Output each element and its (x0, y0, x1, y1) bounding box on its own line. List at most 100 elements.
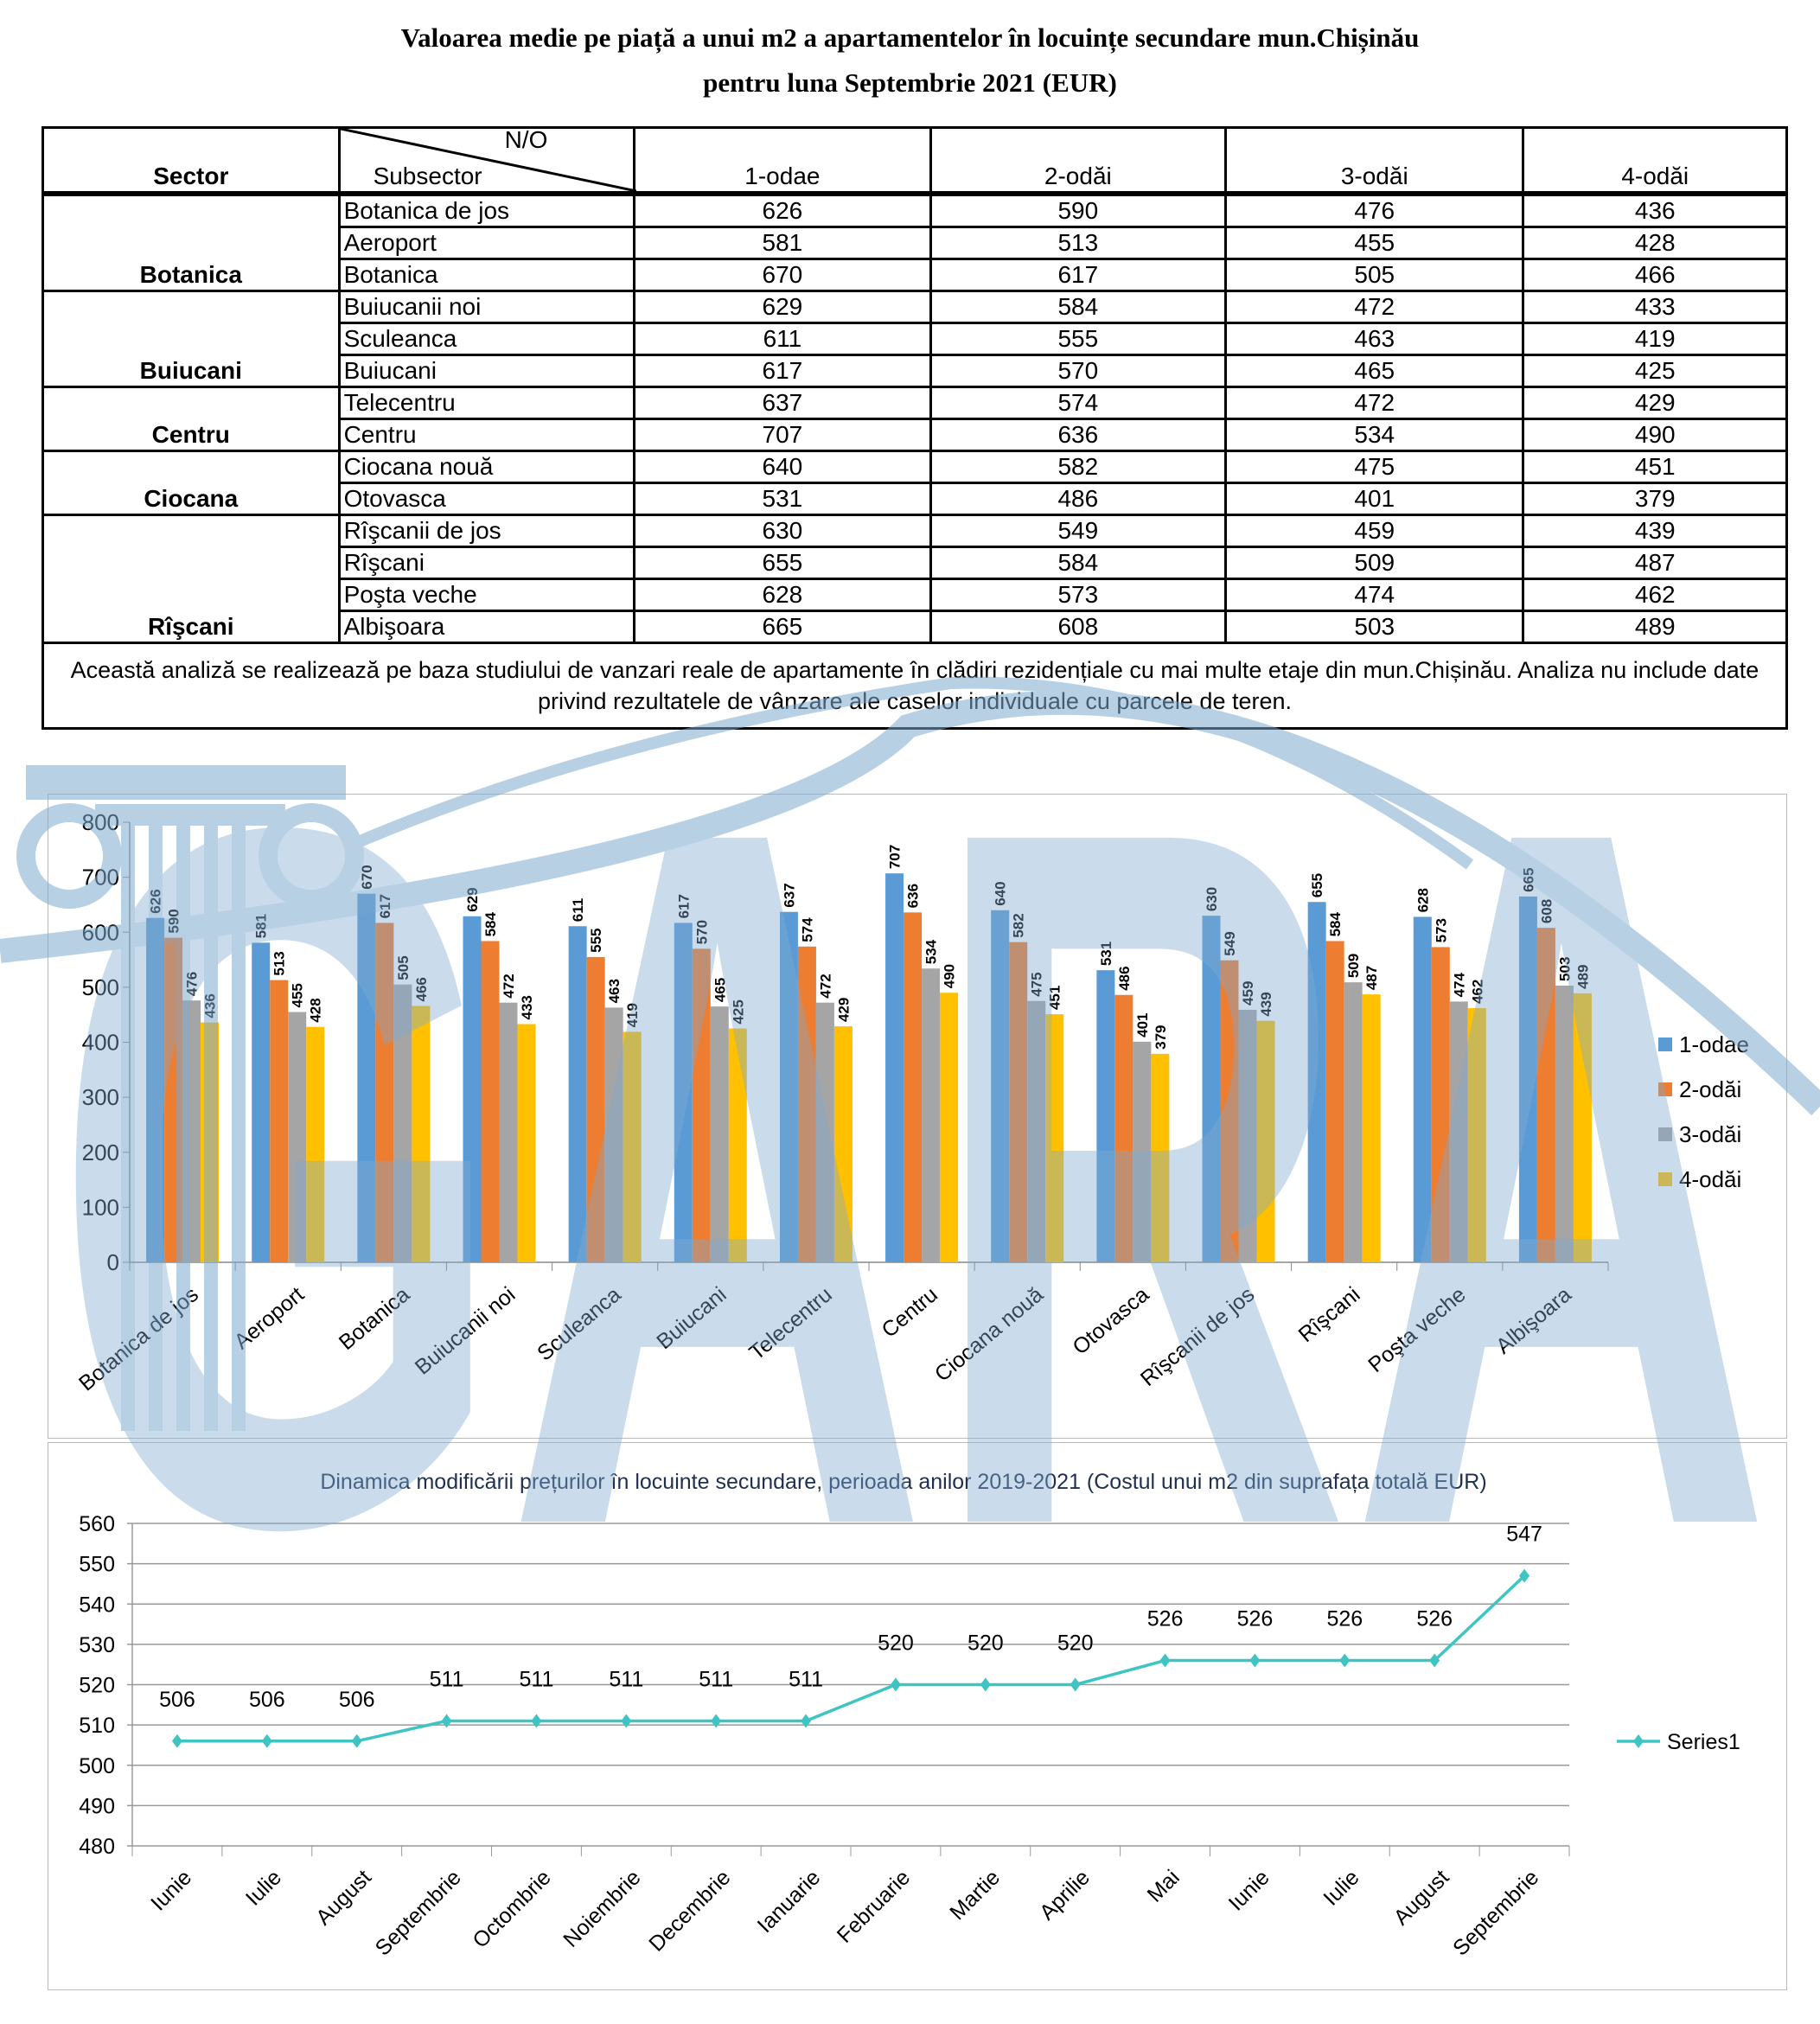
bar (797, 946, 816, 1262)
subsector-cell: Ciocana nouă (337, 450, 636, 484)
x-category-label: Sculeanca (533, 1282, 626, 1366)
bar-data-label: 472 (501, 974, 517, 998)
bar-data-label: 611 (570, 898, 586, 922)
value-cell: 581 (633, 226, 932, 260)
bar (1555, 985, 1574, 1262)
point-data-label: 547 (1506, 1523, 1542, 1547)
bar-data-label: 637 (781, 883, 797, 907)
bar-data-label: 513 (271, 951, 288, 975)
point-data-label: 526 (1237, 1607, 1274, 1631)
x-category-label: Septembrie (371, 1865, 466, 1960)
x-category-label: Martie (945, 1865, 1005, 1925)
x-category-label: August (311, 1865, 376, 1930)
y-tick-label: 700 (82, 865, 119, 891)
value-cell: 436 (1522, 192, 1788, 228)
bar-data-label: 419 (624, 1003, 641, 1027)
value-cell: 665 (633, 610, 932, 644)
y-tick-label: 0 (107, 1249, 119, 1275)
bar-data-label: 490 (942, 964, 958, 988)
value-cell: 655 (633, 546, 932, 580)
bar-data-label: 505 (395, 955, 412, 980)
legend-label: 3-odăi (1679, 1121, 1741, 1147)
value-cell: 425 (1522, 354, 1788, 388)
table-row: Buiucani Buiucanii noi 629 584 472 433 (42, 290, 1788, 388)
bar-data-label: 429 (835, 998, 852, 1022)
value-cell: 472 (1224, 386, 1525, 420)
bar (1133, 1041, 1152, 1262)
bar (710, 1006, 729, 1262)
data-point-marker (1070, 1677, 1081, 1692)
data-point-marker (1519, 1568, 1530, 1583)
bar-data-label: 617 (675, 894, 692, 918)
bar-data-label: 628 (1414, 888, 1431, 912)
value-cell: 531 (633, 482, 932, 516)
x-category-label: August (1389, 1865, 1454, 1930)
legend-swatch (1658, 1172, 1672, 1186)
bar (288, 1012, 307, 1262)
value-cell: 451 (1522, 450, 1788, 484)
table-row: Rîşcani Rîşcanii de jos 630 549 459 439 (42, 514, 1788, 644)
subsector-cell: Buiucani (337, 354, 636, 388)
point-data-label: 520 (967, 1631, 1004, 1656)
value-cell: 486 (929, 482, 1228, 516)
bar (1114, 994, 1134, 1262)
line-chart: Dinamica modificării prețurilor în locui… (79, 1470, 1740, 1961)
header-sector-label: Sector (153, 163, 229, 189)
page-subtitle: pentru luna Septembrie 2021 (EUR) (703, 67, 1117, 98)
legend-marker (1633, 1734, 1644, 1748)
subsector-cell: Botanica (337, 258, 636, 292)
bar (182, 1000, 201, 1262)
bar (1344, 982, 1363, 1262)
bar (815, 1002, 834, 1262)
value-cell: 490 (1522, 418, 1788, 452)
bar (1362, 994, 1381, 1262)
value-cell: 608 (929, 610, 1228, 644)
sector-cell: Botanica (42, 192, 341, 292)
point-data-label: 526 (1326, 1607, 1363, 1631)
bar (375, 923, 394, 1262)
page-title: Valoarea medie pe piață a unui m2 a apar… (400, 22, 1420, 53)
bar (1256, 1020, 1275, 1262)
bar-data-label: 573 (1433, 918, 1449, 942)
value-cell: 637 (633, 386, 932, 420)
subsector-cell: Otovasca (337, 482, 636, 516)
subsector-cell: Buiucanii noi (337, 290, 636, 324)
bar (885, 873, 904, 1262)
bar-data-label: 574 (799, 917, 815, 942)
bar (1045, 1014, 1064, 1262)
y-tick-label: 100 (82, 1194, 119, 1220)
bar (252, 942, 271, 1262)
table-row: Centru 707 636 534 490 (43, 418, 1788, 452)
subsector-cell: Sculeanca (337, 322, 636, 356)
x-category-label: Decembrie (644, 1865, 735, 1956)
value-cell: 611 (633, 322, 932, 356)
bar-data-label: 608 (1538, 899, 1555, 923)
bar-data-label: 636 (905, 884, 922, 908)
bar-data-label: 626 (148, 889, 164, 913)
value-cell: 476 (1224, 192, 1525, 228)
bar (1027, 1000, 1046, 1262)
value-cell: 487 (1522, 546, 1788, 580)
table-row: Aeroport 581 513 455 428 (43, 226, 1788, 260)
point-data-label: 511 (699, 1667, 733, 1691)
bar-data-label: 487 (1363, 966, 1380, 990)
bar (164, 937, 183, 1262)
bar (674, 923, 693, 1262)
bar (1307, 902, 1326, 1262)
bar (1449, 1001, 1468, 1262)
point-data-label: 511 (609, 1667, 643, 1691)
bar-data-label: 640 (993, 881, 1009, 905)
y-tick-label: 800 (82, 809, 119, 835)
data-point-marker (441, 1714, 452, 1728)
y-tick-label: 200 (82, 1140, 119, 1165)
y-tick-label: 540 (79, 1593, 115, 1617)
data-point-marker (621, 1714, 632, 1728)
value-cell: 573 (929, 578, 1228, 612)
x-category-label: Septembrie (1448, 1865, 1543, 1960)
bar (1467, 1008, 1486, 1262)
bar-data-label: 475 (1029, 972, 1045, 996)
price-table: Sector N/O Subsector 1-odae 2-odăi 3-odă… (42, 126, 1788, 730)
legend-swatch (1658, 1082, 1672, 1096)
data-point-marker (531, 1714, 542, 1728)
